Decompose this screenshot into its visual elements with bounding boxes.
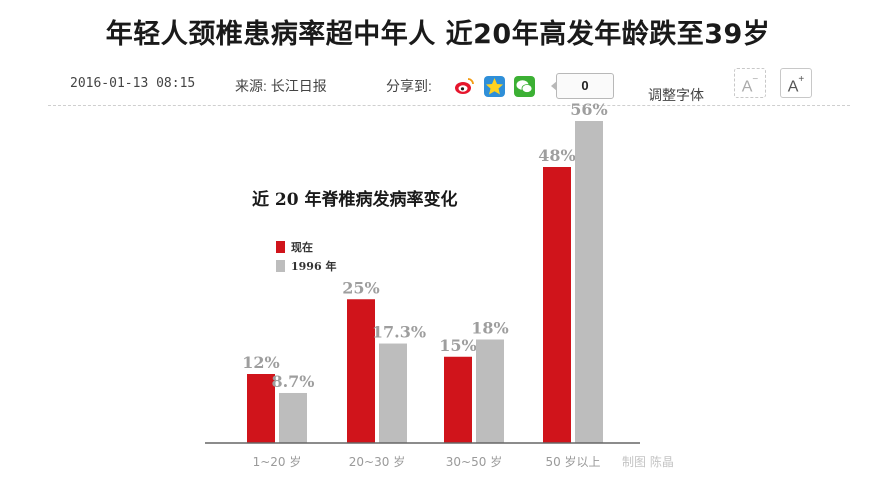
- bar-3-1: [575, 121, 603, 443]
- x-tick-label-3: 50 岁以上: [545, 454, 600, 469]
- data-label-0-0: 12%: [242, 353, 279, 372]
- legend-swatch-0: [276, 241, 285, 253]
- font-adjust-label: 调整字体: [648, 87, 704, 103]
- qzone-icon[interactable]: [484, 76, 505, 97]
- legend-label-1: 1996 年: [291, 259, 336, 273]
- font-decrease-letter: A: [741, 78, 753, 96]
- bar-2-0: [444, 356, 472, 443]
- font-increase-button[interactable]: A+: [780, 68, 812, 98]
- data-label-2-0: 15%: [439, 336, 476, 355]
- bar-0-1: [279, 392, 307, 443]
- font-increase-letter: A: [787, 78, 799, 96]
- share-label: 分享到:: [386, 78, 432, 94]
- bar-0-0: [247, 374, 275, 443]
- weibo-icon[interactable]: [454, 76, 475, 97]
- publish-date: 2016-01-13 08:15: [70, 76, 196, 91]
- data-label-3-0: 48%: [538, 146, 575, 165]
- article-headline: 年轻人颈椎患病率超中年人 近20年高发年龄跌至39岁: [105, 19, 771, 50]
- data-label-2-1: 18%: [471, 319, 508, 338]
- share-count: 0: [551, 73, 614, 99]
- header-divider: [48, 105, 850, 106]
- bar-3-0: [543, 167, 571, 443]
- data-label-0-1: 8.7%: [271, 372, 314, 391]
- legend-label-0: 现在: [291, 240, 313, 254]
- x-tick-label-0: 1~20 岁: [253, 454, 302, 469]
- wechat-icon[interactable]: [514, 76, 535, 97]
- chart-title: 近 20 年脊椎病发病率变化: [252, 189, 458, 210]
- x-tick-label-1: 20~30 岁: [349, 454, 405, 469]
- font-decrease-button[interactable]: A−: [734, 68, 766, 98]
- data-label-3-1: 56%: [570, 100, 607, 119]
- legend-swatch-1: [276, 260, 285, 272]
- data-label-1-1: 17.3%: [372, 323, 426, 342]
- article-source: 来源: 长江日报: [235, 78, 327, 94]
- bar-2-1: [476, 339, 504, 443]
- bar-1-0: [347, 299, 375, 443]
- x-tick-label-2: 30~50 岁: [446, 454, 502, 469]
- font-increase-sign: +: [798, 74, 805, 85]
- bar-1-1: [379, 343, 407, 443]
- font-decrease-sign: −: [752, 74, 759, 85]
- data-label-1-0: 25%: [342, 278, 379, 297]
- chart-credit: 制图 陈晶: [622, 454, 674, 469]
